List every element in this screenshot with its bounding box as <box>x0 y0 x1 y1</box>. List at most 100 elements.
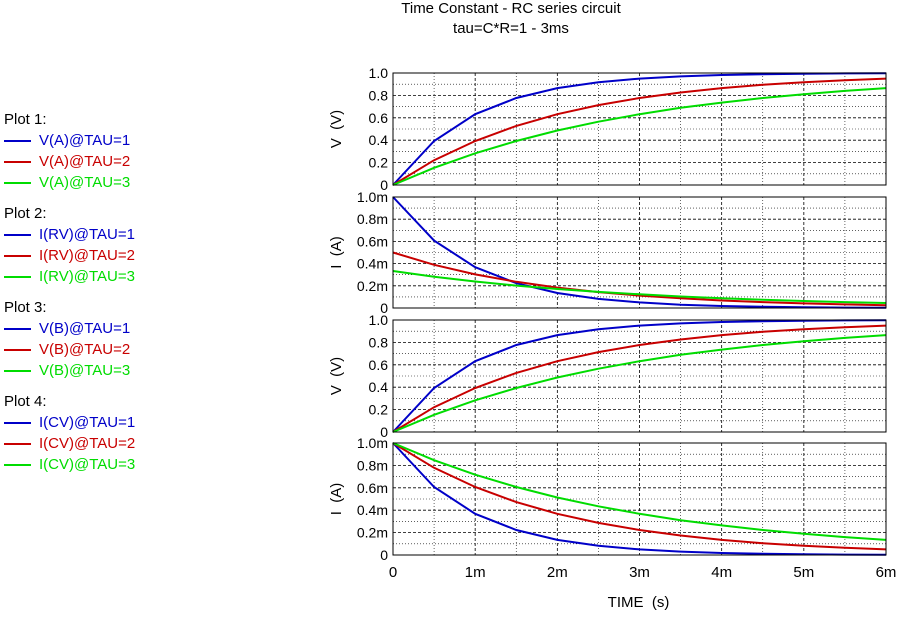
y-tick-label: 0.2 <box>369 155 389 171</box>
y-axis-label: V (V) <box>328 110 345 148</box>
x-tick-label: 0 <box>389 564 397 581</box>
y-tick-label: 0.2 <box>369 402 389 418</box>
y-tick-label: 0 <box>380 424 388 440</box>
y-tick-label: 0.8m <box>357 211 388 227</box>
legend-swatch <box>4 254 31 257</box>
chart-subtitle: tau=C*R=1 - 3ms <box>453 20 569 37</box>
y-tick-label: 0.4 <box>369 379 389 395</box>
plot-frame <box>392 442 887 556</box>
x-tick-label: 6m <box>876 564 897 581</box>
legend: Plot 1: V(A)@TAU=1 V(A)@TAU=2 V(A)@TAU=3… <box>4 109 135 475</box>
y-tick-label: 0.8 <box>369 87 389 103</box>
legend-label: I(RV)@TAU=2 <box>39 247 135 264</box>
legend-swatch <box>4 421 31 424</box>
x-tick-label: 2m <box>547 564 568 581</box>
series-line <box>392 270 887 304</box>
legend-item: I(RV)@TAU=2 <box>4 245 135 266</box>
y-tick-label: 0.4 <box>369 132 389 148</box>
y-tick-label: 0.6m <box>357 480 388 496</box>
legend-label: I(CV)@TAU=2 <box>39 435 136 452</box>
chart-title: Time Constant - RC series circuit <box>401 0 621 17</box>
legend-label: I(CV)@TAU=1 <box>39 414 136 431</box>
y-tick-label: 0.4m <box>357 256 388 272</box>
legend-swatch <box>4 181 31 184</box>
series-line <box>392 196 887 309</box>
series-line <box>392 72 887 186</box>
legend-label: V(B)@TAU=2 <box>39 341 131 358</box>
legend-swatch <box>4 275 31 278</box>
x-tick-label: 1m <box>465 564 486 581</box>
x-tick-label: 3m <box>629 564 650 581</box>
legend-label: I(CV)@TAU=3 <box>39 456 136 473</box>
y-tick-label: 1.0 <box>369 312 389 328</box>
y-tick-label: 0 <box>380 547 388 563</box>
series-line <box>392 319 887 433</box>
legend-group-plot-2: Plot 2: I(RV)@TAU=1 I(RV)@TAU=2 I(RV)@TA… <box>4 203 135 287</box>
y-tick-label: 0 <box>380 300 388 316</box>
y-tick-label: 0 <box>380 177 388 193</box>
plot-frame <box>392 319 887 433</box>
x-axis-label: TIME (s) <box>608 594 670 611</box>
legend-item: V(B)@TAU=3 <box>4 360 135 381</box>
y-tick-label: 0.6 <box>369 357 389 373</box>
legend-label: V(A)@TAU=1 <box>39 132 131 149</box>
legend-item: V(A)@TAU=3 <box>4 172 135 193</box>
legend-item: I(CV)@TAU=1 <box>4 412 135 433</box>
legend-swatch <box>4 463 31 466</box>
legend-swatch <box>4 442 31 445</box>
legend-group-plot-1: Plot 1: V(A)@TAU=1 V(A)@TAU=2 V(A)@TAU=3 <box>4 109 135 193</box>
legend-heading: Plot 4: <box>4 393 47 410</box>
y-tick-label: 1.0m <box>357 189 388 205</box>
plot-frame <box>392 196 887 309</box>
y-tick-label: 0.8m <box>357 457 388 473</box>
legend-group-plot-3: Plot 3: V(B)@TAU=1 V(B)@TAU=2 V(B)@TAU=3 <box>4 297 135 381</box>
y-tick-label: 1.0m <box>357 435 388 451</box>
legend-label: I(RV)@TAU=3 <box>39 268 135 285</box>
legend-item: V(A)@TAU=2 <box>4 151 135 172</box>
legend-swatch <box>4 369 31 372</box>
legend-label: V(A)@TAU=3 <box>39 174 131 191</box>
y-tick-label: 0.8 <box>369 334 389 350</box>
series-line <box>392 442 887 551</box>
legend-heading: Plot 2: <box>4 205 47 222</box>
legend-item: I(RV)@TAU=1 <box>4 224 135 245</box>
legend-item: I(CV)@TAU=2 <box>4 433 135 454</box>
legend-label: I(RV)@TAU=1 <box>39 226 135 243</box>
legend-label: V(A)@TAU=2 <box>39 153 131 170</box>
legend-item: I(RV)@TAU=3 <box>4 266 135 287</box>
legend-item: I(CV)@TAU=3 <box>4 454 135 475</box>
legend-label: V(B)@TAU=1 <box>39 320 131 337</box>
legend-item: V(B)@TAU=1 <box>4 318 135 339</box>
y-axis-label: I (A) <box>328 236 345 269</box>
y-axis-label: I (A) <box>328 483 345 516</box>
legend-item: V(B)@TAU=2 <box>4 339 135 360</box>
y-axis-label: V (V) <box>328 357 345 395</box>
y-tick-label: 0.2m <box>357 278 388 294</box>
y-tick-label: 0.6m <box>357 233 388 249</box>
plot-frame <box>392 72 887 186</box>
legend-swatch <box>4 233 31 236</box>
x-tick-label: 4m <box>711 564 732 581</box>
series-line <box>392 324 887 433</box>
legend-swatch <box>4 139 31 142</box>
legend-heading: Plot 1: <box>4 111 47 128</box>
legend-swatch <box>4 348 31 351</box>
series-line <box>392 87 887 186</box>
y-tick-label: 1.0 <box>369 65 389 81</box>
legend-label: V(B)@TAU=3 <box>39 362 131 379</box>
legend-group-plot-4: Plot 4: I(CV)@TAU=1 I(CV)@TAU=2 I(CV)@TA… <box>4 391 135 475</box>
legend-swatch <box>4 160 31 163</box>
legend-item: V(A)@TAU=1 <box>4 130 135 151</box>
y-tick-label: 0.6 <box>369 110 389 126</box>
series-line <box>392 77 887 186</box>
y-tick-label: 0.4m <box>357 502 388 518</box>
series-line <box>392 334 887 433</box>
legend-swatch <box>4 327 31 330</box>
x-tick-label: 5m <box>793 564 814 581</box>
legend-heading: Plot 3: <box>4 299 47 316</box>
series-line <box>392 442 887 556</box>
series-line <box>392 251 887 307</box>
series-line <box>392 442 887 541</box>
y-tick-label: 0.2m <box>357 525 388 541</box>
